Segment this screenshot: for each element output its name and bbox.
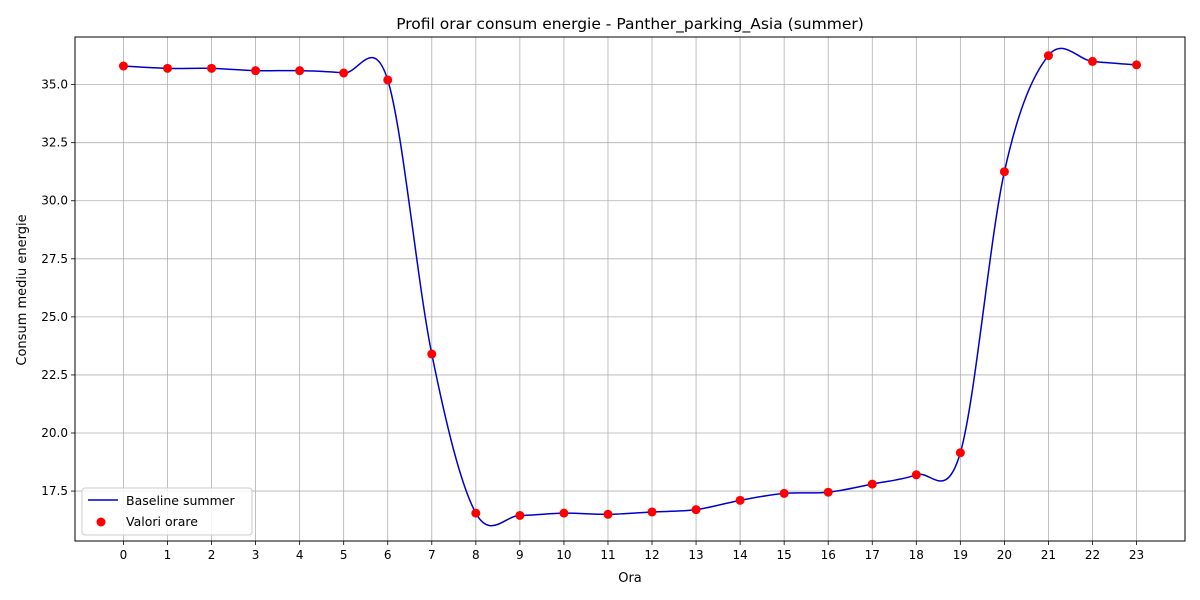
y-tick-label: 32.5 [41,136,68,150]
x-tick-label: 3 [252,548,260,562]
x-tick-label: 12 [644,548,659,562]
legend: Baseline summer Valori orare [81,487,253,536]
x-tick-label: 6 [384,548,392,562]
series-line-baseline-summer [123,47,1137,527]
data-point [691,505,701,515]
data-point [1088,56,1097,66]
data-point [1043,51,1053,61]
data-point [779,488,789,498]
data-point [867,479,877,489]
data-point [603,509,613,519]
plot-area [118,47,1142,527]
data-point [383,75,393,85]
y-tick-label: 20.0 [41,426,68,440]
y-tick-label: 17.5 [41,484,68,498]
legend-label-baseline-summer: Baseline summer [126,493,235,508]
x-tick-label: 11 [600,548,615,562]
x-axis-ticks: 0 1 2 3 4 5 6 7 8 9 10 11 12 13 14 15 16 17 18 19 20 21 22 23 [120,541,1144,562]
y-tick-label: 30.0 [41,194,68,208]
y-tick-label: 35.0 [41,78,68,92]
series-points-valori-orare [118,51,1142,520]
x-tick-label: 22 [1085,548,1100,562]
x-tick-label: 18 [909,548,924,562]
data-point [118,61,128,71]
chart-title: Profil orar consum energie - Panther_par… [396,15,864,34]
data-point [1132,60,1142,70]
x-tick-label: 9 [516,548,524,562]
x-tick-label: 15 [777,548,792,562]
legend-dot-swatch [96,517,106,527]
x-tick-label: 13 [688,548,703,562]
y-axis-ticks: 17.5 20.0 22.5 25.0 27.5 30.0 32.5 35.0 [41,78,75,498]
data-point [515,510,525,520]
x-tick-label: 20 [997,548,1012,562]
data-point [823,487,833,497]
x-tick-label: 17 [865,548,880,562]
x-tick-label: 23 [1129,548,1144,562]
data-point [427,349,437,359]
y-tick-label: 27.5 [41,252,68,266]
data-point [999,167,1009,177]
x-tick-label: 7 [428,548,436,562]
plot-frame [74,36,1186,542]
data-point [295,66,305,76]
y-tick-label: 22.5 [41,368,68,382]
legend-label-valori-orare: Valori orare [126,514,198,529]
x-tick-label: 19 [953,548,968,562]
legend-box [81,487,253,536]
y-tick-label: 25.0 [41,310,68,324]
x-axis-label: Ora [618,571,642,586]
x-tick-label: 16 [821,548,836,562]
data-point [647,507,657,517]
x-tick-label: 14 [732,548,747,562]
data-point [911,470,921,480]
data-point [163,63,172,73]
x-tick-label: 4 [296,548,304,562]
x-tick-label: 0 [120,548,128,562]
x-tick-label: 8 [472,548,480,562]
data-point [559,508,569,518]
data-point [207,63,217,73]
data-point [955,448,965,458]
x-tick-label: 10 [556,548,571,562]
x-tick-label: 1 [164,548,172,562]
x-tick-label: 2 [208,548,216,562]
grid [75,37,1185,541]
x-tick-label: 5 [340,548,348,562]
data-point [339,68,349,78]
y-axis-label: Consum mediu energie [15,214,30,365]
data-point [471,508,481,518]
x-tick-label: 21 [1041,548,1056,562]
data-point [251,66,261,76]
data-point [735,495,745,505]
